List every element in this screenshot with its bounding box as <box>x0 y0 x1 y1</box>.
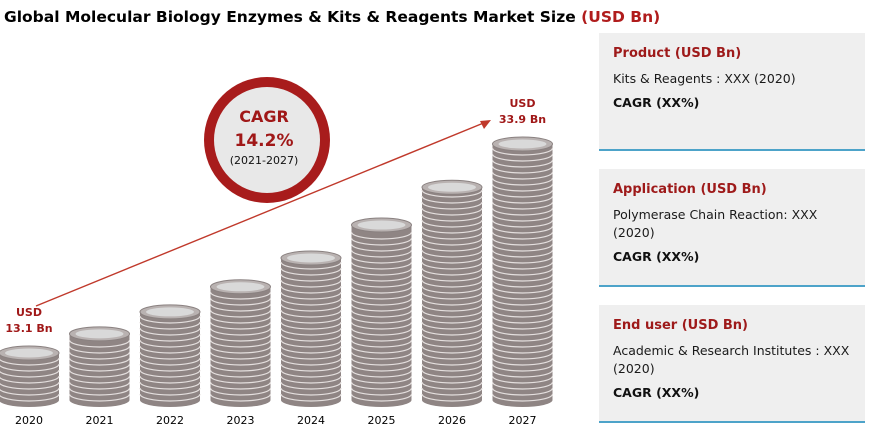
growth-arrow-head <box>480 120 491 129</box>
data-label-currency-2020: USD <box>16 306 42 319</box>
cagr-period: (2021-2027) <box>230 154 299 167</box>
growth-arrow <box>35 121 487 307</box>
title-unit: (USD Bn) <box>581 8 661 26</box>
product-panel-cagr: CAGR (XX%) <box>613 95 700 110</box>
x-tick-2021: 2021 <box>86 414 114 426</box>
end-user-panel-detail: Academic & Research Institutes : XXX (20… <box>613 343 850 376</box>
cagr-badge: CAGR 14.2% (2021-2027) <box>204 77 330 203</box>
application-panel-cagr: CAGR (XX%) <box>613 249 700 264</box>
application-panel-title: Application (USD Bn) <box>613 182 767 197</box>
bar-2025 <box>350 217 413 407</box>
bar-2021 <box>68 326 131 407</box>
data-label-value-2027: 33.9 Bn <box>499 113 546 126</box>
product-panel-detail: Kits & Reagents : XXX (2020) <box>613 71 796 86</box>
x-tick-2027: 2027 <box>509 414 537 426</box>
x-tick-2022: 2022 <box>156 414 184 426</box>
application-panel: Application (USD Bn) Polymerase Chain Re… <box>599 169 865 287</box>
bar-2024 <box>280 250 342 407</box>
end-user-panel-title: End user (USD Bn) <box>613 318 748 333</box>
bar-2027 <box>491 136 554 407</box>
bar-2022 <box>139 304 201 407</box>
cagr-value: 14.2% <box>235 131 294 151</box>
x-tick-2025: 2025 <box>368 414 396 426</box>
market-size-chart: 2020 2021 2022 2023 2024 2025 2026 2027 USD 13.1 … <box>0 77 554 426</box>
bar-2020 <box>0 345 60 407</box>
x-tick-2026: 2026 <box>438 414 466 426</box>
data-label-value-2020: 13.1 Bn <box>5 322 52 335</box>
product-panel-title: Product (USD Bn) <box>613 46 742 61</box>
product-panel: Product (USD Bn) Kits & Reagents : XXX (… <box>599 33 865 151</box>
bar-2023 <box>209 279 272 407</box>
x-tick-2023: 2023 <box>227 414 255 426</box>
x-tick-2024: 2024 <box>297 414 325 426</box>
cagr-label: CAGR <box>239 107 289 126</box>
data-label-currency-2027: USD <box>510 97 536 110</box>
title-main: Global Molecular Biology Enzymes & Kits … <box>4 8 576 26</box>
x-tick-2020: 2020 <box>15 414 43 426</box>
page-title: Global Molecular Biology Enzymes & Kits … <box>4 8 660 26</box>
end-user-panel: End user (USD Bn) Academic & Research In… <box>599 305 865 423</box>
end-user-panel-cagr: CAGR (XX%) <box>613 385 700 400</box>
application-panel-detail: Polymerase Chain Reaction: XXX (2020) <box>613 207 818 240</box>
bar-2026 <box>421 179 483 407</box>
